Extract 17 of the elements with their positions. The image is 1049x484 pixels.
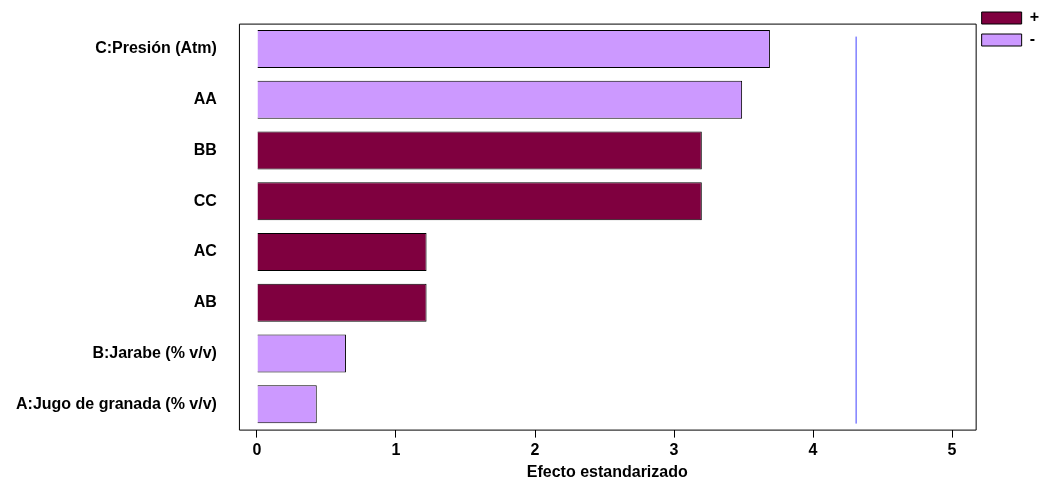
y-tick-label: BB	[193, 140, 217, 158]
y-tick-label: C:Presión (Atm)	[95, 39, 217, 57]
y-tick-label: AA	[193, 90, 218, 108]
x-tick-label: 1	[391, 440, 401, 458]
x-tick-label: 2	[530, 440, 540, 458]
y-tick-label: AC	[193, 242, 218, 260]
x-tick-label: 0	[252, 440, 262, 458]
y-tick-label: CC	[193, 191, 218, 209]
x-tick-label: 4	[808, 440, 818, 458]
y-tick-label: AB	[193, 293, 217, 311]
x-tick-label: 3	[669, 440, 679, 458]
x-tick-label: 5	[947, 440, 957, 458]
legend-label: -	[1029, 30, 1035, 48]
legend-label: +	[1029, 8, 1039, 26]
y-tick-label: A:Jugo de granada (% v/v)	[16, 394, 217, 412]
y-tick-label: B:Jarabe (% v/v)	[92, 343, 217, 361]
x-axis-title: Efecto estandarizado	[526, 462, 688, 480]
